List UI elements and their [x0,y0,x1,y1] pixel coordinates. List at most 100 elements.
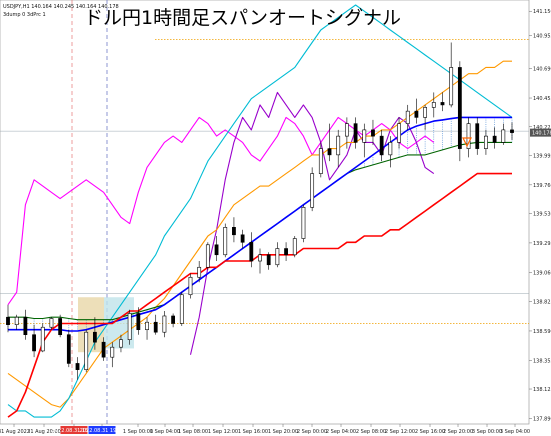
candle-up [405,110,410,124]
candle-up [119,339,123,348]
candle-down [249,241,254,262]
series-line-3 [7,4,513,418]
candle-up [484,135,488,149]
down-arrow-icon [462,137,472,148]
time-tick-label: 3 Sep 00:00 [472,429,502,435]
candle-up [397,123,401,143]
candle-down [92,331,97,343]
price-tick-label: 138.355 [533,358,551,364]
time-tick-label: 2 Sep 16:00 [415,429,445,435]
price-tick-label: 140.690 [533,67,551,73]
candle-up [145,321,149,331]
candle-up [40,326,45,352]
candle-up [275,248,280,266]
time-tick-label: 2022.08.31 19:00 [80,428,125,434]
price-tick-label: 138.825 [533,300,551,306]
chart-title: ドル円1時間足スパンオートシグナル [84,7,401,29]
candle-up [127,313,132,340]
candle-down [327,148,332,156]
candle-down [214,244,219,256]
candle-down [101,341,106,358]
candle-up [388,142,393,156]
candle-up [292,238,297,256]
candle-down [510,129,514,133]
price-tick-label: 140.955 [533,34,551,40]
candlesticks [6,42,514,380]
candle-down [371,129,375,137]
candle-down [153,321,158,333]
time-tick-label: 1 Sep 16:00 [238,429,268,435]
candle-down [171,315,176,324]
candle-up [318,148,323,174]
time-tick-label: 1 Sep 08:00 [178,429,208,435]
price-tick-label: 137.890 [533,416,551,422]
candle-down [232,226,236,236]
time-tick-label: 2 Sep 08:00 [356,429,386,435]
symbol-line: USDJPY,H1 140.164 140.245 140.164 140.17… [3,4,119,10]
price-tick-label: 139.295 [533,241,551,247]
candle-up [84,331,89,370]
time-tick-label: 2 Sep 20:00 [443,429,473,435]
price-tick-label: 140.225 [533,125,551,131]
candle-down [58,318,63,336]
time-tick-label: 2 Sep 04:00 [326,429,356,435]
candle-up [310,173,315,208]
time-tick-label: 2 Sep 12:00 [385,429,415,435]
time-tick-label: 1 Sep 12:00 [208,429,238,435]
candle-up [501,129,506,143]
price-tick-label: 141.150 [533,9,551,15]
candle-up [423,107,428,118]
candle-up [197,266,202,278]
candle-up [179,294,184,324]
time-tick-label: 1 Sep 20:00 [268,429,298,435]
highlight-box-tan [78,297,104,353]
time-tick-label: 2 Sep 00:00 [297,429,327,435]
candle-down [32,334,36,352]
candle-up [14,316,19,326]
series-line-5 [8,116,512,332]
candle-down [475,123,480,149]
candle-down [75,363,80,370]
candle-down [284,248,288,256]
series-line-1 [189,91,435,355]
candle-down [379,135,384,156]
candle-down [414,110,419,118]
time-tick-label: 1 Sep 00:00 [123,429,153,435]
price-tick-label: 139.060 [533,270,551,276]
candle-down [136,313,141,331]
candle-down [6,316,10,326]
time-tick-label: 1 Sep 04:00 [150,429,180,435]
plot-frame [0,0,530,425]
price-tick-label: 139.995 [533,153,551,159]
red-time-box [60,426,88,434]
candle-down [23,316,28,336]
time-tick-label: 31 Aug 2022 [0,429,30,435]
candle-up [110,346,115,358]
price-tick-label: 138.590 [533,329,551,335]
candle-up [205,244,210,268]
price-axis: 141.150 140.955 140.690 140.455 140.225 139.9… [529,9,551,422]
candle-up [431,102,436,108]
price-tick-label: 138.125 [533,387,551,393]
candle-up [336,135,341,156]
time-tick-label: 2022.08.31 15:00 [52,428,97,434]
current-price-label: 140.178 [532,131,551,137]
candle-up [344,123,349,137]
time-tick-label: 31 Aug 20:00 [27,429,61,435]
candle-up [466,123,471,149]
candle-down [440,102,445,106]
candle-up [301,207,306,239]
candle-up [362,129,367,143]
candle-up [449,67,454,106]
price-tick-label: 139.530 [533,212,551,218]
candle-down [66,334,71,364]
current-price-box [530,128,551,137]
candle-up [258,254,262,262]
candle-up [162,315,167,333]
series-line-2 [7,60,512,408]
candle-down [240,234,245,243]
candle-up [49,318,54,328]
